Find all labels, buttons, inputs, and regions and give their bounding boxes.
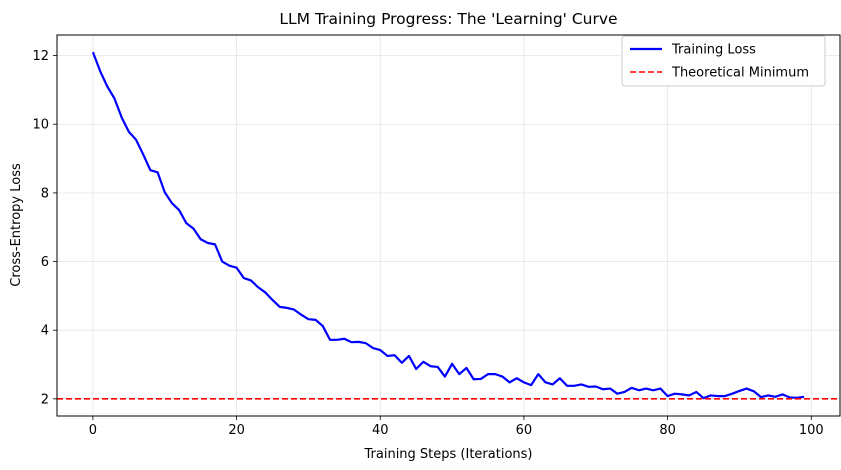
x-axis-title: Training Steps (Iterations) — [364, 447, 533, 462]
y-tick-label: 6 — [41, 255, 49, 270]
legend-label-theoretical-minimum: Theoretical Minimum — [671, 66, 809, 81]
x-tick-label: 100 — [799, 423, 824, 438]
y-tick-label: 2 — [41, 392, 49, 407]
y-tick-label: 12 — [32, 49, 49, 64]
y-tick-label: 4 — [41, 324, 49, 339]
x-tick-label: 60 — [516, 423, 533, 438]
tick-layer: 0 20 40 60 80 100 2 4 6 8 10 12 — [32, 49, 823, 438]
plot-frame — [56, 34, 841, 417]
x-tick-label: 0 — [89, 423, 97, 438]
training-loss-line — [91, 51, 805, 400]
y-tick-label: 8 — [41, 186, 49, 201]
legend-box — [621, 35, 826, 87]
x-tick-label: 40 — [372, 423, 389, 438]
y-tick-label: 10 — [32, 118, 49, 133]
x-tick-label: 20 — [228, 423, 245, 438]
legend: Training Loss Theoretical Minimum — [621, 35, 826, 87]
x-tick-label: 80 — [659, 423, 676, 438]
legend-label-training-loss: Training Loss — [671, 43, 756, 58]
plot-layer — [57, 51, 840, 400]
y-axis-title: Cross-Entropy Loss — [9, 163, 24, 287]
chart-title: LLM Training Progress: The 'Learning' Cu… — [279, 10, 617, 28]
